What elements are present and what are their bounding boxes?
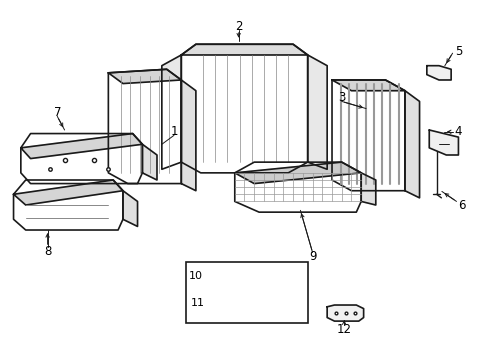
Polygon shape [234, 162, 361, 184]
Polygon shape [326, 305, 363, 321]
Text: 9: 9 [308, 250, 316, 263]
Text: 11: 11 [190, 298, 204, 308]
Text: 1: 1 [170, 125, 177, 138]
Polygon shape [426, 66, 450, 80]
Polygon shape [162, 55, 181, 169]
Polygon shape [428, 130, 458, 155]
Polygon shape [181, 44, 307, 55]
Polygon shape [210, 296, 229, 307]
Polygon shape [181, 80, 196, 191]
Bar [186, 262, 307, 323]
Polygon shape [404, 91, 419, 198]
Text: 10: 10 [189, 271, 203, 282]
Polygon shape [14, 180, 122, 205]
Polygon shape [234, 162, 361, 212]
Polygon shape [331, 80, 404, 91]
Polygon shape [331, 80, 404, 191]
Text: 2: 2 [234, 20, 242, 33]
Text: 12: 12 [336, 323, 351, 336]
Polygon shape [108, 69, 181, 184]
Polygon shape [122, 191, 137, 226]
Polygon shape [307, 55, 326, 169]
Text: 3: 3 [337, 91, 345, 104]
Polygon shape [108, 69, 181, 84]
Polygon shape [21, 134, 142, 158]
Text: 6: 6 [458, 198, 465, 212]
Polygon shape [142, 144, 157, 180]
Text: 4: 4 [454, 125, 461, 138]
Polygon shape [181, 44, 307, 173]
Text: 5: 5 [454, 45, 461, 58]
Polygon shape [361, 173, 375, 205]
Polygon shape [21, 134, 142, 184]
Text: 8: 8 [44, 245, 51, 258]
Polygon shape [210, 271, 249, 296]
Polygon shape [14, 180, 122, 230]
Text: 7: 7 [54, 105, 61, 119]
